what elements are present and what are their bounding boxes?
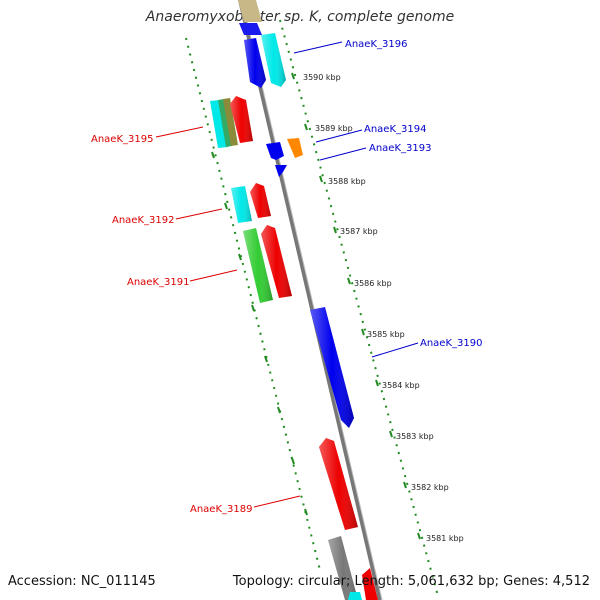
gene-arrow-3190[interactable] <box>310 307 354 428</box>
gene-arrow[interactable] <box>261 33 286 87</box>
gene-arrow[interactable] <box>261 225 292 298</box>
forward-tick-track <box>279 19 439 597</box>
gene-arrow[interactable] <box>328 536 358 600</box>
forward-major-ticks <box>291 72 421 540</box>
gene-label-3191[interactable]: AnaeK_3191 <box>127 277 189 288</box>
gene-arrow[interactable] <box>239 23 262 35</box>
reverse-major-ticks <box>211 151 308 516</box>
leader-line <box>315 129 363 143</box>
gene-arrow-3189[interactable] <box>319 438 358 530</box>
gene-label-3194[interactable]: AnaeK_3194 <box>364 124 426 135</box>
leader-line <box>293 41 343 54</box>
kbp-label: 3582 kbp <box>411 483 449 492</box>
kbp-label: 3584 kbp <box>382 381 420 390</box>
leader-line <box>253 495 301 508</box>
backbone-highlight <box>241 0 383 600</box>
gene-arrow[interactable] <box>238 0 262 22</box>
leader-line <box>175 208 223 220</box>
kbp-label: 3590 kbp <box>303 73 341 82</box>
kbp-label: 3587 kbp <box>340 227 378 236</box>
gene-arrow[interactable] <box>230 96 253 143</box>
gene-arrow-3193[interactable] <box>266 142 284 160</box>
kbp-label: 3586 kbp <box>354 279 392 288</box>
gene-label-3195[interactable]: AnaeK_3195 <box>91 134 153 145</box>
leader-line <box>371 342 419 358</box>
gene-label-3192[interactable]: AnaeK_3192 <box>112 215 174 226</box>
gene-arrow-3195[interactable] <box>210 98 238 148</box>
gene-label-3196[interactable]: AnaeK_3196 <box>345 39 407 50</box>
kbp-label: 3581 kbp <box>426 534 464 543</box>
kbp-label: 3588 kbp <box>328 177 366 186</box>
gene-arrow[interactable] <box>275 165 287 177</box>
kbp-label: 3585 kbp <box>367 330 405 339</box>
leader-line <box>319 147 367 161</box>
kbp-label: 3589 kbp <box>315 124 353 133</box>
gene-label-3190[interactable]: AnaeK_3190 <box>420 338 482 349</box>
genome-title: Anaeromyxobacter sp. K, complete genome <box>145 9 455 25</box>
gene-label-3189[interactable]: AnaeK_3189 <box>190 504 252 515</box>
gene-arrow[interactable] <box>348 592 362 600</box>
gene-label-3193[interactable]: AnaeK_3193 <box>369 143 431 154</box>
backbone-line <box>238 0 382 600</box>
gene-arrow-3192[interactable] <box>231 186 252 223</box>
gene-arrow[interactable] <box>250 183 271 218</box>
accession-text: Accession: NC_011145 <box>8 574 156 589</box>
gene-arrow[interactable] <box>244 38 266 88</box>
leader-line <box>189 269 238 282</box>
genome-stats-text: Topology: circular; Length: 5,061,632 bp… <box>232 574 590 589</box>
gene-arrow-3191[interactable] <box>243 228 273 303</box>
gene-arrow[interactable] <box>362 568 378 600</box>
leader-line <box>155 126 204 138</box>
reverse-tick-track <box>185 37 321 571</box>
gene-arrow-3194[interactable] <box>287 138 303 158</box>
kbp-label: 3583 kbp <box>396 432 434 441</box>
